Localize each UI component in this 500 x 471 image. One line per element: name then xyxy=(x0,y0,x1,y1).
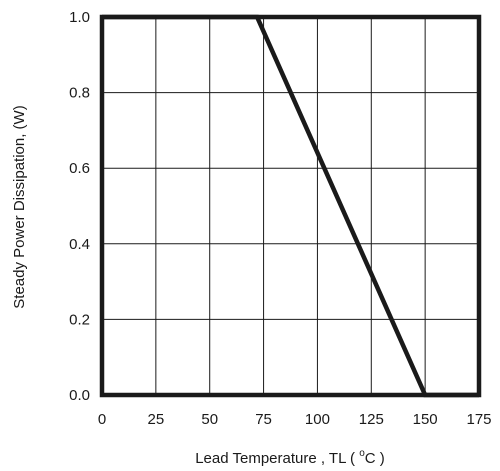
x-tick-label: 175 xyxy=(466,411,491,428)
series-layer xyxy=(102,14,479,398)
y-tick-label: 1.0 xyxy=(69,9,90,26)
y-tick-label: 0.2 xyxy=(69,311,90,328)
y-tick-label: 0.8 xyxy=(69,85,90,102)
y-tick-label: 0.4 xyxy=(69,236,90,253)
y-tick-label: 0.0 xyxy=(69,387,90,404)
plot-frame xyxy=(99,14,482,398)
y-axis-title: Steady Power Dissipation, (W) xyxy=(11,105,28,308)
tick-labels: 0 25 50 75 100 125 150 175 0.0 0.2 0.4 0.6 0.8 1.0 xyxy=(69,9,491,428)
x-tick-label: 100 xyxy=(305,411,330,428)
x-tick-label: 0 xyxy=(98,411,106,428)
x-tick-label: 125 xyxy=(359,411,384,428)
x-tick-label: 50 xyxy=(201,411,218,428)
x-tick-label: 150 xyxy=(413,411,438,428)
x-tick-label: 25 xyxy=(148,411,165,428)
x-tick-label: 75 xyxy=(255,411,272,428)
y-tick-label: 0.6 xyxy=(69,160,90,177)
series-line xyxy=(102,14,479,398)
x-axis-title: Lead Temperature , TL ( oC ) xyxy=(195,448,385,467)
grid xyxy=(102,17,479,395)
